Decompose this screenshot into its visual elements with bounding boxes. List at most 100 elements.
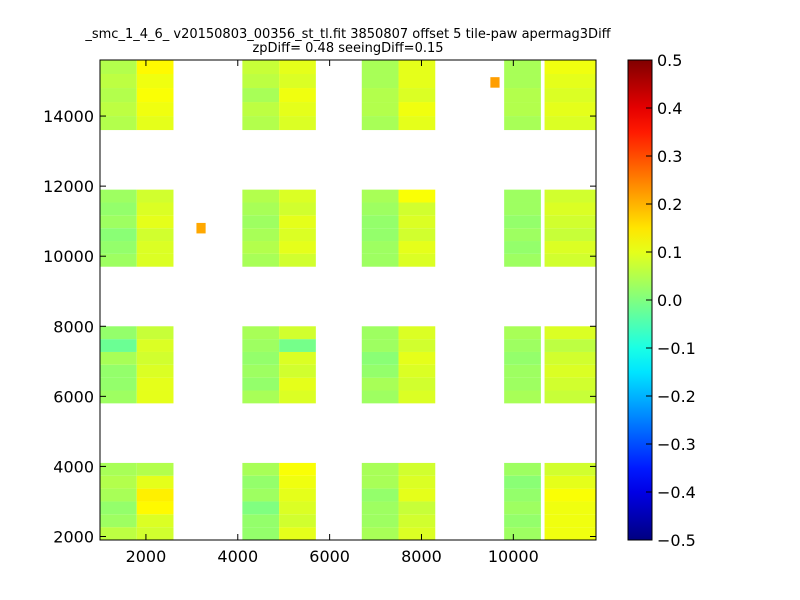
heatmap-cell (361, 241, 399, 254)
y-tick-label: 4000 (53, 457, 94, 476)
heatmap-cell (242, 390, 280, 404)
heatmap-cell (398, 351, 436, 365)
heatmap-cell (242, 339, 280, 352)
heatmap-cell (136, 475, 174, 489)
heatmap-cell (504, 88, 541, 103)
heatmap-cell (361, 339, 399, 352)
heatmap-cell (544, 88, 596, 103)
x-axis: 2000 4000 6000 8000 10000 (126, 60, 539, 566)
heatmap-cell (504, 215, 541, 229)
heatmap-cell (136, 60, 174, 75)
heatmap-cell (361, 514, 399, 528)
heatmap-cell (361, 326, 399, 340)
heatmap-cell (504, 189, 541, 203)
heatmap-cell (361, 60, 399, 75)
heatmap-cell (544, 351, 596, 365)
heatmap-cell (279, 462, 316, 476)
heatmap-cell (279, 488, 316, 502)
heatmap-cell (279, 377, 316, 391)
heatmap-cell (242, 116, 280, 131)
heatmap-cell (361, 488, 399, 502)
heatmap-cell (398, 202, 436, 216)
heatmap-cell (136, 116, 174, 131)
heatmap-cell (279, 202, 316, 216)
heatmap-cell (361, 215, 399, 229)
heatmap-cell (100, 202, 137, 216)
heatmap-cell (100, 88, 137, 103)
heatmap-cell (361, 228, 399, 242)
heatmap-cell (100, 462, 137, 476)
heatmap-cell (136, 527, 174, 540)
heatmap-cell (136, 326, 174, 340)
heatmap-cell (100, 390, 137, 404)
heatmap-cell (504, 202, 541, 216)
colorbar-tick-label: −0.4 (657, 483, 696, 502)
heatmap-cell (544, 377, 596, 391)
heatmap-cell (544, 339, 596, 352)
heatmap-cell (242, 253, 280, 267)
heatmap-cell (242, 488, 280, 502)
heatmap-cell (242, 102, 280, 117)
heatmap-cell (100, 253, 137, 267)
heatmap-cell (398, 215, 436, 229)
heatmap-cell (279, 475, 316, 489)
heatmap-cell (544, 74, 596, 89)
heatmap-cell (398, 228, 436, 242)
heatmap-cell (504, 390, 541, 404)
colorbar-tick-label: −0.5 (657, 531, 696, 550)
plot-frame (99, 59, 597, 541)
heatmap-cell (279, 527, 316, 540)
heatmap-cell (504, 228, 541, 242)
y-tick-label: 10000 (43, 247, 94, 266)
heatmap-cell (242, 377, 280, 391)
heatmap-cell (100, 189, 137, 203)
heatmap-cell (279, 215, 316, 229)
heatmap-cell (398, 189, 436, 203)
heatmap-cell (398, 377, 436, 391)
heatmap-cell (398, 462, 436, 476)
heatmap-cell (242, 202, 280, 216)
heatmap-cell (544, 102, 596, 117)
heatmap-cell (279, 253, 316, 267)
heatmap-cell (100, 351, 137, 365)
heatmap-cell (136, 514, 174, 528)
heatmap-cell (136, 501, 174, 515)
heatmap-cell (398, 501, 436, 515)
heatmap-cell (398, 527, 436, 540)
heatmap-cell (100, 326, 137, 340)
colorbar-tick-label: 0.5 (657, 51, 682, 70)
heatmap-cell (398, 102, 436, 117)
heatmap-cell (398, 475, 436, 489)
x-tick-label: 8000 (401, 547, 442, 566)
heatmap-plot-area (100, 60, 596, 540)
heatmap-cell (544, 488, 596, 502)
heatmap-cell (136, 241, 174, 254)
heatmap-cell (504, 60, 541, 75)
heatmap-cell (242, 514, 280, 528)
heatmap-cell (100, 377, 137, 391)
heatmap-cell (136, 228, 174, 242)
x-tick-label: 4000 (217, 547, 258, 566)
heatmap-cell (544, 501, 596, 515)
heatmap-cell (544, 60, 596, 75)
heatmap-cell (544, 202, 596, 216)
heatmap-cell (398, 74, 436, 89)
heatmap-cell (100, 364, 137, 378)
heatmap-cell (242, 364, 280, 378)
colorbar-tick-label: 0.0 (657, 291, 682, 310)
heatmap-cell (361, 88, 399, 103)
heatmap-cell (361, 189, 399, 203)
chart-subtitle: zpDiff= 0.48 seeingDiff=0.15 (252, 41, 443, 56)
chart-title: _smc_1_4_6_ v20150803_00356_st_tl.fit 38… (84, 27, 611, 42)
heatmap-cell (504, 527, 541, 540)
heatmap-cell (544, 475, 596, 489)
y-tick-label: 12000 (43, 177, 94, 196)
heatmap-cell (504, 488, 541, 502)
heatmap-cell (398, 339, 436, 352)
x-tick-label: 10000 (488, 547, 539, 566)
heatmap-cell (242, 351, 280, 365)
heatmap-cell (242, 74, 280, 89)
heatmap-cell (544, 390, 596, 404)
heatmap-cell (361, 202, 399, 216)
